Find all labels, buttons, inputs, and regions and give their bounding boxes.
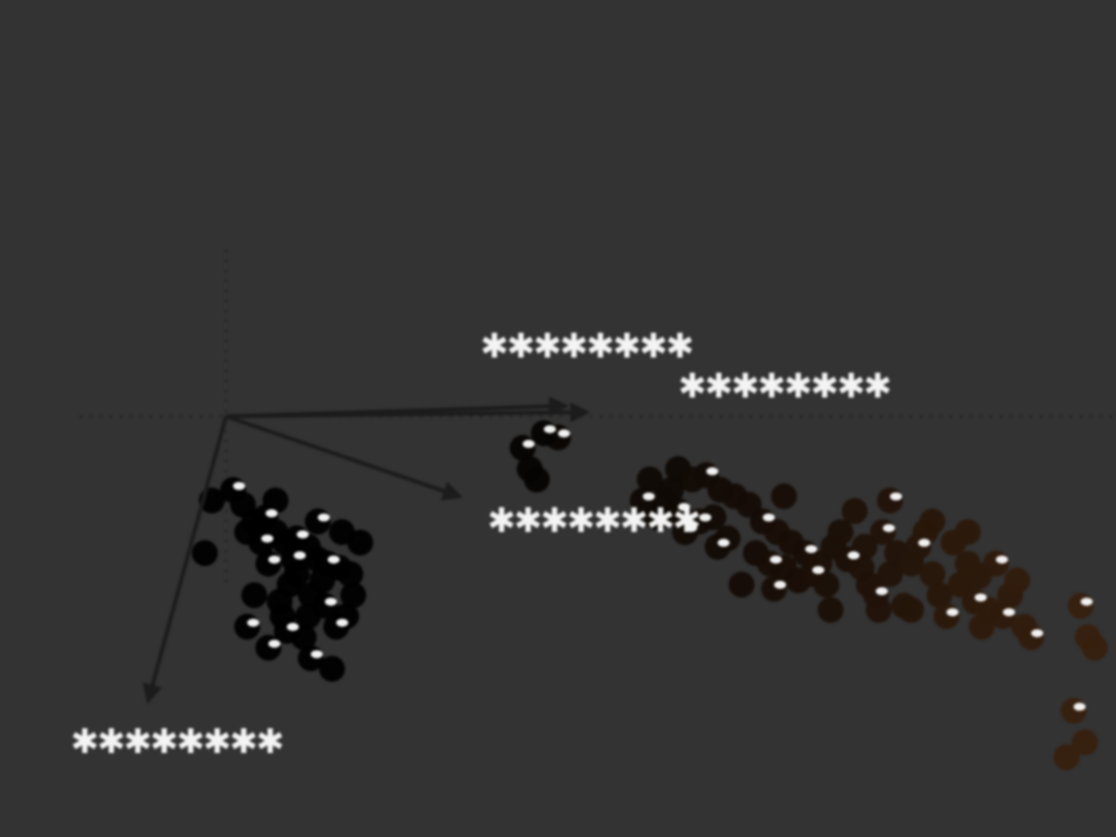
annotation-arrow xyxy=(226,402,591,423)
data-point xyxy=(304,508,331,535)
data-point xyxy=(523,466,550,493)
point-glyph xyxy=(1080,597,1093,606)
data-point xyxy=(319,655,345,682)
annotation-label: ✱✱✱✱✱✱✱✱ xyxy=(678,367,890,407)
data-point xyxy=(309,567,336,594)
data-point xyxy=(1004,567,1031,594)
point-glyph xyxy=(875,587,888,596)
point-glyph xyxy=(293,551,306,560)
data-point xyxy=(234,613,261,640)
point-glyph xyxy=(310,650,323,659)
point-glyph xyxy=(812,566,825,575)
data-point xyxy=(241,582,268,609)
point-glyph xyxy=(918,538,931,547)
data-point xyxy=(1053,744,1080,771)
data-point xyxy=(658,477,684,503)
data-point xyxy=(1081,634,1108,661)
data-point xyxy=(827,519,854,546)
point-glyph xyxy=(717,538,730,547)
data-point xyxy=(1018,624,1045,651)
point-glyph xyxy=(685,524,698,533)
annotation-label: ✱✱✱✱✱✱✱✱ xyxy=(487,501,699,541)
point-glyph xyxy=(882,524,895,533)
data-point xyxy=(636,466,663,493)
data-point xyxy=(919,508,946,535)
point-glyph xyxy=(762,513,775,522)
point-glyph xyxy=(1073,702,1086,711)
data-point xyxy=(966,563,992,590)
data-point xyxy=(262,487,289,514)
data-point xyxy=(877,561,903,588)
point-glyph xyxy=(706,467,719,476)
data-point xyxy=(1067,592,1094,619)
data-point xyxy=(1071,729,1098,756)
data-point xyxy=(1060,697,1087,724)
data-point xyxy=(771,483,797,510)
point-glyph xyxy=(769,555,782,564)
data-point xyxy=(761,575,788,602)
point-glyph xyxy=(336,618,349,627)
data-point xyxy=(954,519,981,546)
point-glyph xyxy=(1003,608,1015,617)
annotation-arrow xyxy=(142,415,228,705)
point-glyph xyxy=(678,503,691,511)
annotation-label: ✱✱✱✱✱✱✱✱ xyxy=(480,327,692,367)
point-glyph xyxy=(1031,629,1044,638)
data-point xyxy=(530,420,557,447)
point-glyph xyxy=(268,639,281,648)
point-glyph xyxy=(946,608,959,617)
point-glyph xyxy=(233,482,246,490)
point-glyph xyxy=(296,530,309,539)
point-glyph xyxy=(317,513,330,522)
data-point xyxy=(933,603,960,630)
point-glyph xyxy=(890,492,902,501)
data-point xyxy=(234,519,261,546)
data-point xyxy=(813,571,840,598)
data-point xyxy=(728,571,755,598)
point-glyph xyxy=(324,597,337,606)
annotation-labels: ✱✱✱✱✱✱✱✱✱✱✱✱✱✱✱✱✱✱✱✱✱✱✱✱✱✱✱✱✱✱✱✱ xyxy=(71,327,893,762)
data-point xyxy=(926,582,953,609)
annotation-arrows xyxy=(142,396,591,705)
point-glyph xyxy=(558,429,570,438)
point-glyph xyxy=(247,618,260,627)
point-glyph xyxy=(522,439,535,448)
point-glyph xyxy=(774,580,787,589)
point-glyph xyxy=(268,555,281,564)
data-point xyxy=(877,487,903,514)
data-point xyxy=(323,613,350,640)
data-points xyxy=(191,420,1108,771)
point-glyph xyxy=(327,555,340,564)
point-glyph xyxy=(805,545,818,554)
data-point xyxy=(704,533,731,560)
data-point xyxy=(280,546,307,573)
point-glyph xyxy=(543,425,556,434)
data-point xyxy=(756,550,783,577)
data-point xyxy=(700,504,727,531)
data-point xyxy=(266,588,293,615)
data-point xyxy=(273,617,300,644)
data-point xyxy=(919,561,946,588)
data-point xyxy=(295,603,321,630)
point-glyphs xyxy=(233,425,1093,711)
point-glyph xyxy=(699,513,712,522)
point-glyph xyxy=(286,622,299,631)
point-glyph xyxy=(265,509,278,518)
data-point xyxy=(817,596,844,623)
point-glyph xyxy=(261,534,274,543)
data-point xyxy=(337,561,364,588)
data-point xyxy=(841,498,868,524)
point-glyph xyxy=(974,593,987,602)
data-point xyxy=(328,519,355,546)
data-point xyxy=(865,596,892,623)
data-point xyxy=(340,582,367,609)
point-glyph xyxy=(642,492,655,501)
point-glyph xyxy=(847,551,860,560)
data-point xyxy=(898,596,925,623)
data-point xyxy=(191,540,218,567)
annotation-arrow xyxy=(225,414,463,501)
point-glyph xyxy=(995,555,1008,564)
annotation-label: ✱✱✱✱✱✱✱✱ xyxy=(71,722,283,762)
